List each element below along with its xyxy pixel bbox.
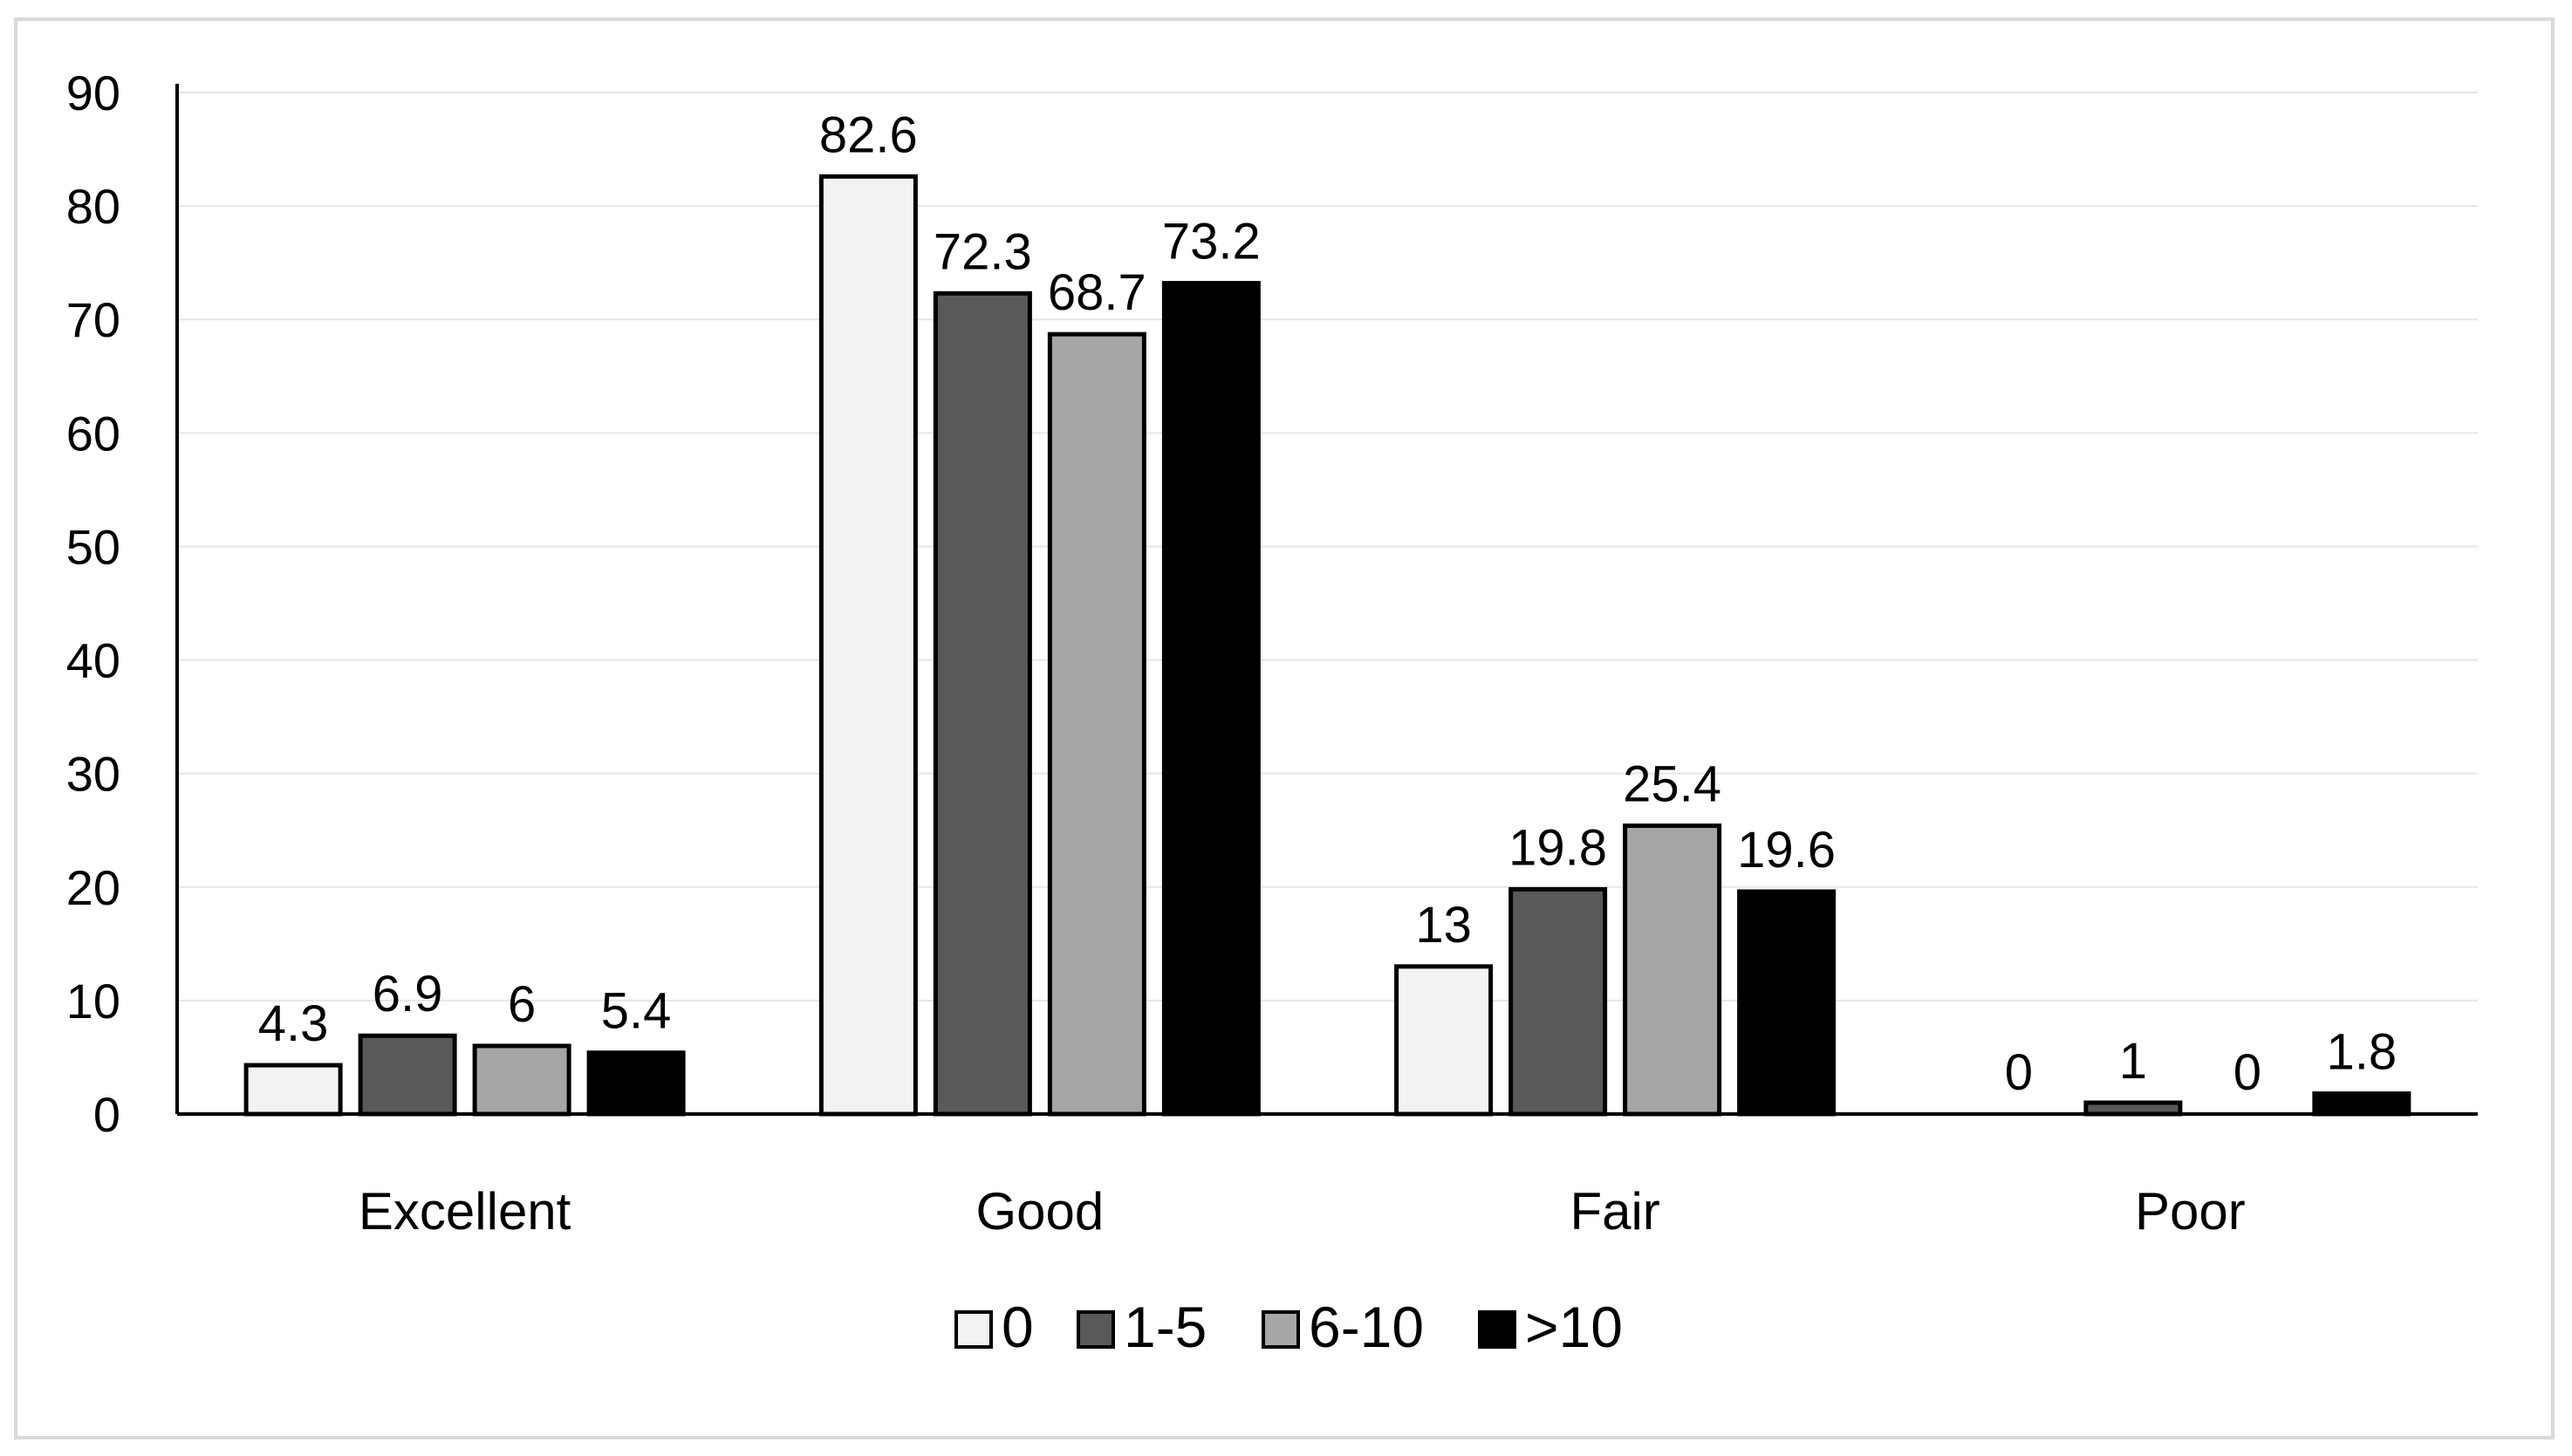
legend-swatch [1077, 1310, 1115, 1349]
bar-excellent-2 [472, 1043, 571, 1117]
category-label-poor: Poor [2135, 1182, 2246, 1241]
bar-excellent-3 [586, 1050, 686, 1117]
data-label: 0 [2005, 1044, 2033, 1101]
data-label: 19.6 [1737, 822, 1836, 878]
legend-label: 0 [1002, 1295, 1034, 1359]
legend-label: >10 [1525, 1295, 1623, 1359]
bar-excellent-1 [358, 1033, 457, 1117]
data-label: 6.9 [373, 966, 443, 1022]
category-label-fair: Fair [1570, 1182, 1659, 1241]
y-tick-label: 60 [66, 406, 120, 461]
bar-good-1 [933, 291, 1032, 1117]
legend-item: 6-10 [1262, 1295, 1424, 1359]
bars [243, 174, 2411, 1117]
y-tick-label: 10 [66, 974, 120, 1029]
bar-good-0 [818, 174, 918, 1117]
y-tick-label: 20 [66, 860, 120, 915]
y-tick-label: 50 [66, 519, 120, 574]
y-tick-label: 70 [66, 292, 120, 347]
legend-item: >10 [1478, 1295, 1623, 1359]
chart-frame: 0 10 20 30 40 50 60 70 80 90 4.3 6.9 6 5.4 82.6 72.3 68… [14, 17, 2555, 1439]
legend-swatch [1478, 1310, 1516, 1349]
bar-poor-3 [2312, 1091, 2411, 1117]
data-label: 1.8 [2327, 1024, 2398, 1081]
bar-good-2 [1047, 332, 1146, 1117]
bar-good-3 [1161, 281, 1261, 1117]
legend-swatch [1262, 1310, 1300, 1349]
data-label: 6 [508, 976, 536, 1033]
legend: 0 1-5 6-10 >10 [954, 1295, 1623, 1359]
bar-fair-1 [1508, 886, 1608, 1117]
legend-item: 1-5 [1077, 1295, 1207, 1359]
legend-item: 0 [954, 1295, 1034, 1359]
legend-swatch [954, 1310, 993, 1349]
y-tick-label: 90 [66, 65, 120, 120]
data-label: 72.3 [934, 223, 1032, 280]
data-labels: 4.3 6.9 6 5.4 82.6 72.3 68.7 73.2 13 19.8 25.4 19.6… [258, 106, 2397, 1101]
data-label: 4.3 [258, 995, 329, 1052]
data-label: 0 [2233, 1044, 2261, 1101]
data-label: 1 [2119, 1033, 2147, 1090]
y-tick-label: 0 [93, 1087, 120, 1142]
bar-fair-2 [1623, 824, 1722, 1117]
y-tick-label: 30 [66, 747, 120, 802]
data-label: 19.8 [1508, 819, 1607, 876]
data-label: 5.4 [601, 983, 672, 1040]
bar-fair-3 [1737, 889, 1837, 1117]
y-axis-ticks: 0 10 20 30 40 50 60 70 80 90 [66, 65, 120, 1142]
category-label-good: Good [975, 1182, 1104, 1241]
data-label: 82.6 [819, 106, 918, 163]
data-label: 68.7 [1048, 264, 1146, 321]
gridlines [177, 92, 2478, 1001]
legend-label: 1-5 [1124, 1295, 1207, 1359]
axes [175, 84, 2478, 1116]
data-label: 73.2 [1162, 214, 1261, 270]
y-tick-label: 40 [66, 633, 120, 688]
data-label: 25.4 [1623, 756, 1721, 813]
category-label-excellent: Excellent [359, 1182, 571, 1241]
bar-excellent-0 [243, 1063, 343, 1117]
legend-label: 6-10 [1309, 1295, 1424, 1359]
y-tick-label: 80 [66, 179, 120, 234]
data-label: 13 [1415, 897, 1472, 954]
bar-fair-0 [1394, 964, 1494, 1117]
category-labels: Excellent Good Fair Poor [359, 1182, 2246, 1241]
